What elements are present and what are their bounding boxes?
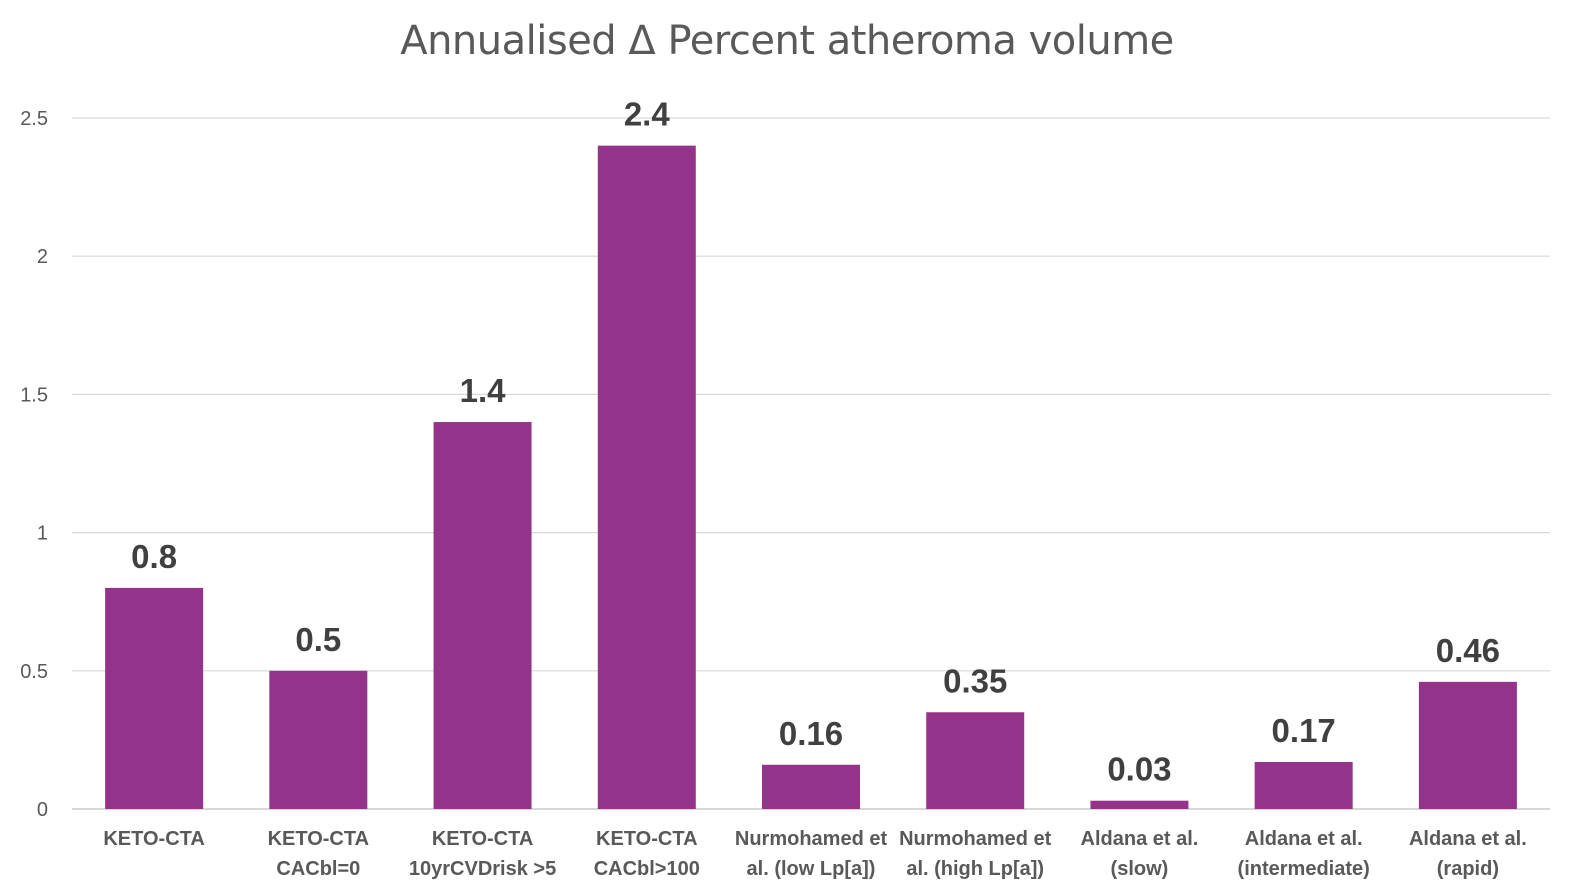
x-tick-label: Nurmohamed et bbox=[735, 828, 888, 850]
bar bbox=[1090, 800, 1189, 809]
chart-title: Annualised Δ Percent atheroma volume bbox=[400, 18, 1174, 64]
x-tick-label: KETO-CTA bbox=[268, 828, 369, 850]
bar bbox=[269, 670, 368, 809]
x-tick-label: KETO-CTA bbox=[596, 828, 697, 850]
x-tick-label: KETO-CTA bbox=[432, 828, 533, 850]
bar bbox=[597, 145, 696, 809]
x-tick-label: CACbl>100 bbox=[594, 858, 700, 880]
data-label: 0.46 bbox=[1436, 632, 1500, 669]
bar bbox=[926, 712, 1025, 809]
bar bbox=[1254, 762, 1353, 809]
y-tick-label: 2.5 bbox=[20, 108, 48, 130]
data-label: 0.8 bbox=[131, 538, 177, 575]
data-label: 0.17 bbox=[1272, 712, 1336, 749]
x-tick-label: 10yrCVDrisk >5 bbox=[409, 858, 556, 880]
y-axis-ticks: 0 0.5 1 1.5 2 2.5 bbox=[20, 108, 48, 821]
x-axis-ticks: KETO-CTA KETO-CTA CACbl=0 KETO-CTA 10yrCVDri… bbox=[103, 828, 1526, 880]
x-tick-label: KETO-CTA bbox=[103, 828, 204, 850]
x-tick-label: Nurmohamed et bbox=[899, 828, 1052, 850]
data-label: 0.5 bbox=[295, 621, 341, 658]
data-label: 0.16 bbox=[779, 715, 843, 752]
y-tick-label: 0.5 bbox=[20, 661, 48, 683]
x-tick-label: (rapid) bbox=[1437, 858, 1499, 880]
x-tick-label: CACbl=0 bbox=[276, 858, 360, 880]
bar bbox=[105, 587, 204, 809]
x-tick-label: Aldana et al. bbox=[1245, 828, 1363, 850]
data-labels: 0.8 0.5 1.4 2.4 0.16 0.35 0.03 0.17 0.46 bbox=[131, 96, 1500, 788]
y-tick-label: 1.5 bbox=[20, 384, 48, 406]
y-tick-label: 0 bbox=[37, 799, 48, 821]
data-label: 2.4 bbox=[624, 96, 671, 133]
bar bbox=[1418, 681, 1517, 809]
data-label: 0.03 bbox=[1107, 751, 1171, 788]
y-tick-label: 2 bbox=[37, 246, 48, 268]
x-tick-label: al. (high Lp[a]) bbox=[906, 858, 1044, 880]
bar bbox=[762, 764, 860, 809]
x-tick-label: (slow) bbox=[1111, 858, 1169, 880]
data-label: 0.35 bbox=[943, 662, 1007, 699]
x-tick-label: (intermediate) bbox=[1238, 858, 1370, 880]
x-tick-label: Aldana et al. bbox=[1409, 828, 1527, 850]
bars bbox=[105, 145, 1517, 809]
x-tick-label: Aldana et al. bbox=[1081, 828, 1199, 850]
y-tick-label: 1 bbox=[37, 523, 48, 545]
x-tick-label: al. (low Lp[a]) bbox=[747, 858, 876, 880]
data-label: 1.4 bbox=[460, 372, 507, 409]
bar bbox=[433, 422, 532, 809]
